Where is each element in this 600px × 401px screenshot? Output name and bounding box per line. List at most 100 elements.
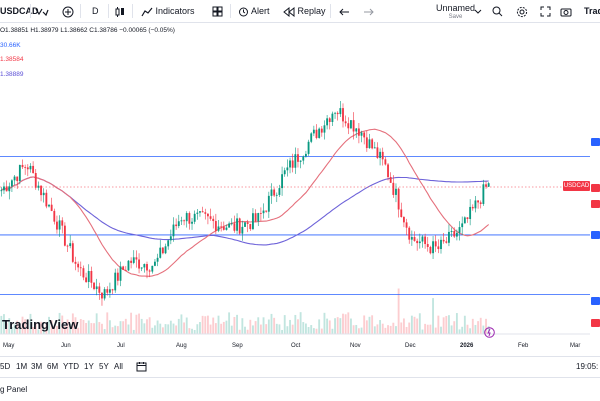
volume-bar — [299, 312, 302, 334]
volume-bar — [360, 327, 363, 334]
candle-body — [10, 180, 13, 187]
volume-bar — [432, 298, 434, 334]
volume-bar — [48, 316, 50, 334]
volume-bar — [352, 325, 355, 334]
candle-body — [18, 164, 21, 182]
calendar-icon[interactable] — [136, 357, 147, 377]
candle-body — [418, 241, 421, 244]
volume-bar — [389, 325, 392, 334]
volume-bar — [304, 323, 307, 334]
volume-bar — [154, 325, 156, 334]
volume-bar — [270, 313, 273, 334]
range-5d[interactable]: 5D — [0, 362, 11, 371]
volume-bar — [434, 327, 437, 334]
volume-bar — [440, 326, 442, 334]
candle-body — [357, 128, 360, 136]
clock-time[interactable]: 19:05: — [576, 362, 599, 371]
replay-icon — [283, 6, 295, 17]
candle-body — [212, 218, 215, 222]
candle-body — [177, 221, 180, 227]
volume-bar — [185, 317, 188, 334]
candle-body — [347, 123, 350, 129]
volume-bar — [429, 324, 432, 334]
volume-bar — [395, 326, 397, 334]
range-3m[interactable]: 3M — [31, 362, 43, 371]
volume-bar — [8, 318, 11, 334]
candle-body — [220, 226, 223, 228]
alert-button[interactable]: Alert — [238, 0, 270, 22]
candle-body — [326, 118, 329, 126]
trade-button[interactable]: Trade — [584, 6, 600, 16]
candle-body — [265, 210, 268, 212]
candle-body — [138, 259, 140, 269]
range-5y[interactable]: 5Y — [99, 362, 109, 371]
volume-bar — [347, 312, 350, 334]
symbol-search[interactable]: USDCAD — [0, 6, 39, 16]
range-ytd[interactable]: YTD — [63, 362, 79, 371]
add-symbol-icon[interactable] — [62, 0, 74, 22]
chevron-down-icon[interactable] — [474, 0, 482, 22]
candle-body — [148, 270, 151, 272]
candle-body — [45, 192, 48, 207]
candles-icon[interactable] — [115, 0, 125, 22]
volume-bar — [177, 318, 180, 334]
candle-body — [320, 128, 323, 133]
candle-body — [289, 160, 291, 168]
candle-body — [3, 186, 5, 191]
volume-bar — [161, 327, 164, 334]
volume-bar — [405, 326, 408, 334]
candle-body — [466, 217, 469, 219]
candle-body — [69, 243, 72, 247]
candle-body — [188, 213, 191, 224]
interval-button[interactable]: D — [92, 6, 99, 16]
lightning-icon[interactable] — [484, 325, 495, 343]
range-1m[interactable]: 1M — [16, 362, 28, 371]
volume-bar — [26, 326, 29, 334]
volume-bar — [16, 320, 19, 334]
candle-body — [71, 243, 74, 262]
volume-bar — [408, 322, 411, 334]
compare-icon[interactable] — [35, 0, 49, 22]
candle-body — [132, 257, 135, 263]
gear-icon[interactable] — [516, 0, 528, 22]
candle-body — [291, 160, 294, 168]
volume-bar — [69, 323, 72, 334]
layout-menu[interactable]: Unnamed Save — [436, 2, 475, 24]
candle-body — [63, 225, 66, 246]
candle-body — [204, 212, 207, 214]
candle-body — [140, 267, 143, 269]
volume-bar — [246, 329, 249, 334]
fullscreen-icon[interactable] — [540, 0, 551, 22]
volume-bar — [183, 322, 186, 334]
candle-body — [58, 220, 61, 230]
price-chart[interactable] — [0, 22, 600, 356]
trading-panel-tab[interactable]: g Panel — [0, 385, 28, 394]
candle-body — [111, 289, 114, 291]
range-1y[interactable]: 1Y — [84, 362, 94, 371]
camera-icon[interactable] — [560, 0, 572, 22]
range-6m[interactable]: 6M — [47, 362, 59, 371]
volume-bar — [461, 326, 464, 334]
candle-body — [50, 204, 53, 211]
candle-body — [241, 226, 244, 234]
volume-bar — [148, 317, 151, 334]
volume-bar — [387, 325, 389, 334]
templates-icon[interactable] — [212, 0, 223, 22]
redo-icon[interactable] — [363, 0, 374, 22]
price-tag-symbol: USDCAD — [563, 181, 590, 191]
volume-bar — [124, 318, 127, 334]
candle-body — [302, 156, 305, 161]
candle-body — [471, 206, 474, 209]
candle-body — [29, 165, 32, 170]
search-icon[interactable] — [492, 0, 503, 22]
replay-button[interactable]: Replay — [283, 0, 326, 22]
range-all[interactable]: All — [114, 362, 123, 371]
volume-bar — [278, 324, 281, 334]
volume-bar — [37, 329, 40, 334]
indicators-button[interactable]: Indicators — [141, 0, 195, 22]
volume-bar — [106, 312, 109, 334]
volume-bar — [442, 317, 445, 334]
top-toolbar: USDCAD D Indicators Alert Replay Unnamed… — [0, 0, 600, 23]
undo-icon[interactable] — [339, 0, 350, 22]
volume-bar — [342, 313, 344, 334]
